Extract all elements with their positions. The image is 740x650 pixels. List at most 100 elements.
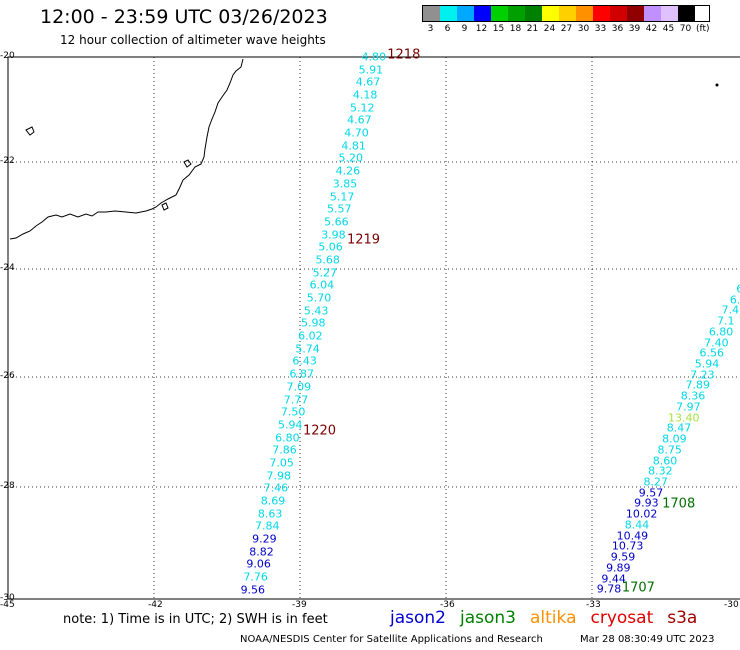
legend-label: 30 (577, 24, 590, 34)
color-legend: 3 6 9 12 15 18 21 24 27 30 33 36 39 42 45 70 (ft) (422, 5, 710, 34)
satellite-name: cryosat (590, 608, 654, 628)
wave-height-label: 7.89 (685, 378, 710, 392)
legend-swatch (593, 6, 610, 21)
wave-height-label: 5.12 (349, 101, 375, 115)
legend-label: 18 (509, 24, 522, 34)
lat-tick: -22 (0, 156, 15, 166)
lat-tick: -24 (0, 263, 15, 273)
legend-swatch (610, 6, 627, 21)
legend-label: 9 (461, 24, 468, 34)
wave-height-label: 9.89 (606, 561, 631, 575)
wave-height-label: 9.93 (634, 496, 659, 510)
wave-height-label: 7.98 (266, 469, 291, 483)
wave-height-label: 4.81 (341, 139, 366, 153)
wave-height-label: 5.20 (338, 151, 363, 165)
wave-height-label: 6 (736, 282, 740, 296)
wave-height-label: 8.75 (657, 443, 682, 457)
lon-tick: -33 (586, 600, 601, 610)
wave-height-label: 7.1 (716, 314, 735, 328)
pass-time-label: 1220 (302, 423, 337, 439)
wave-height-label: 5.57 (326, 202, 352, 216)
island-dot (715, 83, 719, 87)
plot-border (7, 56, 740, 600)
wave-height-label: 5.98 (301, 316, 326, 330)
legend-label: 15 (492, 24, 505, 34)
wave-height-label: 6.02 (298, 329, 323, 343)
legend-swatch (491, 6, 508, 21)
wave-height-label: 4.80 (361, 50, 387, 64)
wave-height-label: 8.44 (624, 518, 650, 532)
legend-label: 45 (662, 24, 675, 34)
wave-height-label: 10.73 (611, 539, 644, 553)
legend-swatch (474, 6, 491, 21)
legend-swatch (542, 6, 559, 21)
wave-height-label: 9.56 (240, 583, 266, 597)
legend-swatch (644, 6, 661, 21)
wave-height-label: 4.67 (347, 113, 372, 127)
coastline (9, 58, 244, 240)
lon-tick: -42 (148, 600, 163, 610)
wave-height-label: 5.66 (324, 215, 349, 229)
wave-height-label: 6.56 (699, 346, 724, 360)
wave-height-label: 10.02 (625, 507, 658, 521)
legend-label: 12 (475, 24, 488, 34)
island (161, 202, 169, 211)
wave-height-label: 5.68 (315, 253, 340, 267)
wave-height-label: 6.87 (289, 367, 315, 381)
lat-tick: -26 (0, 371, 15, 381)
wave-height-label: 3.98 (321, 228, 346, 242)
wave-height-label: 9.57 (638, 486, 664, 500)
wave-height-label: 7.40 (704, 336, 729, 350)
wave-height-label: 6. (729, 293, 740, 307)
wave-height-label: 8.09 (662, 432, 687, 446)
legend-swatch (423, 6, 440, 21)
legend-label: 36 (611, 24, 624, 34)
wave-height-label: 8.27 (643, 475, 668, 489)
map-plot: -20 -22 -24 -26 -28 -30 -45 -42 -39 -36 … (0, 49, 740, 610)
wave-height-label: 8.60 (652, 454, 678, 468)
legend-swatch (661, 6, 678, 21)
legend-swatch (559, 6, 576, 21)
wave-height-label: 7.46 (263, 481, 289, 495)
wave-height-label: 8.82 (249, 545, 274, 559)
wave-height-label: 8.63 (257, 507, 283, 521)
legend-label: 27 (560, 24, 573, 34)
wave-height-label: 8.47 (666, 421, 692, 435)
satellite-legend: jason2 jason3 altika cryosat s3a (390, 608, 711, 628)
wave-height-label: 5.74 (295, 342, 320, 356)
generated-timestamp: Mar 28 08:30:49 UTC 2023 (580, 634, 715, 645)
wave-height-label: 7.23 (690, 368, 715, 382)
wave-height-label: 5.17 (329, 190, 355, 204)
wave-height-label: 5.94 (278, 418, 303, 432)
wave-height-label: 6.80 (275, 431, 300, 445)
wave-height-label: 7.4 (721, 303, 740, 317)
wave-height-label: 7.84 (254, 519, 280, 533)
wave-height-label: 10.49 (616, 529, 649, 543)
legend-label: 70 (679, 24, 692, 34)
wave-height-label: 7.09 (286, 380, 312, 394)
wave-height-label: 9.78 (596, 582, 622, 596)
note-text: note: 1) Time is in UTC; 2) SWH is in fe… (63, 612, 328, 627)
wave-height-label: 5.91 (358, 63, 384, 77)
legend-swatch (576, 6, 593, 21)
legend-unit: (ft) (696, 24, 710, 34)
lon-tick: -45 (0, 600, 15, 610)
legend-swatch (525, 6, 542, 21)
wave-height-label: 6.04 (309, 278, 335, 292)
wave-height-label: 13.40 (667, 411, 700, 425)
legend-swatch (627, 6, 644, 21)
wave-height-label: 5.94 (694, 357, 720, 371)
wave-height-label: 6.43 (292, 354, 317, 368)
legend-label: 6 (444, 24, 451, 34)
pass-time-label: 1707 (621, 580, 655, 596)
lon-tick: -30 (724, 600, 739, 610)
wave-height-label: 7.05 (269, 456, 294, 470)
legend-swatch (508, 6, 525, 21)
legend-label: 21 (526, 24, 539, 34)
wave-height-label: 7.76 (243, 570, 268, 584)
lon-tick: -36 (440, 600, 455, 610)
pass-time-label: 1218 (387, 47, 421, 63)
satellite-name: jason2 (390, 608, 446, 628)
lat-tick: -30 (0, 593, 15, 603)
wave-height-label: 8.32 (648, 464, 673, 478)
